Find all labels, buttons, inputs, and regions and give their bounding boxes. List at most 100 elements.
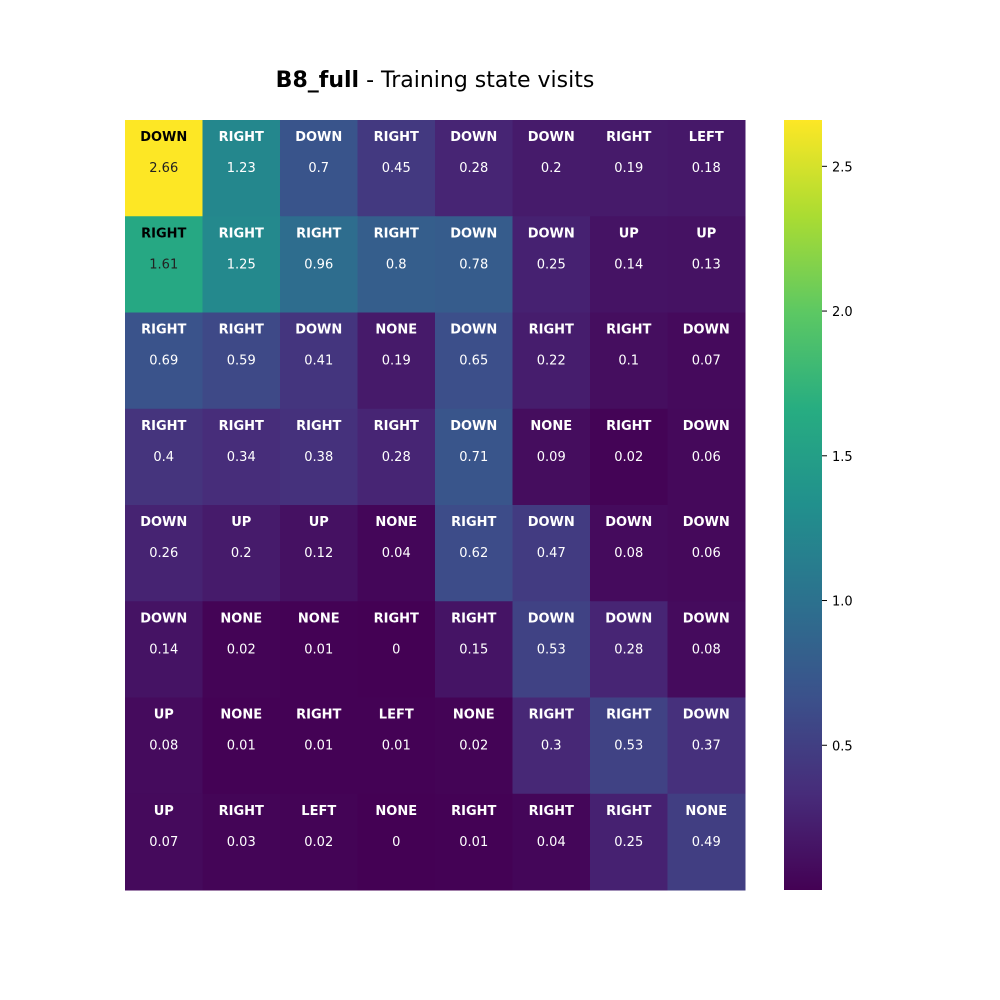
cell-action-label: DOWN: [295, 323, 342, 338]
cell-action-label: RIGHT: [529, 804, 574, 819]
cell-value-label: 0.02: [459, 739, 488, 754]
heatmap-cell: [667, 408, 746, 506]
cell-value-label: 1.25: [227, 257, 256, 272]
heatmap-cell: [435, 408, 513, 506]
colorbar-tick-label: 2.0: [832, 305, 853, 320]
heatmap-cell: [280, 216, 358, 313]
heatmap-cell: [125, 697, 203, 795]
cell-value-label: 0.4: [153, 450, 174, 465]
cell-action-label: DOWN: [140, 515, 187, 530]
cell-action-label: RIGHT: [374, 130, 419, 145]
heatmap-cell: [435, 312, 513, 410]
heatmap-cell: [590, 601, 668, 698]
cell-value-label: 0.34: [227, 450, 256, 465]
cell-value-label: 0.71: [459, 450, 488, 465]
heatmap-cell: [202, 697, 281, 795]
cell-action-label: LEFT: [689, 130, 724, 145]
heatmap-cell: [667, 120, 746, 217]
cell-action-label: DOWN: [683, 419, 730, 434]
cell-value-label: 0.02: [227, 642, 256, 657]
heatmap-cell: [667, 505, 746, 602]
cell-action-label: RIGHT: [219, 323, 264, 338]
cell-value-label: 0.59: [227, 354, 256, 369]
heatmap-cell: [202, 601, 281, 698]
cell-action-label: DOWN: [528, 515, 575, 530]
cell-action-label: RIGHT: [606, 419, 651, 434]
cell-action-label: RIGHT: [219, 130, 264, 145]
cell-action-label: UP: [231, 515, 251, 530]
cell-value-label: 0.53: [537, 642, 566, 657]
cell-action-label: RIGHT: [606, 323, 651, 338]
cell-action-label: DOWN: [528, 226, 575, 241]
heatmap-cell: [202, 505, 281, 602]
heatmap-cell: [512, 408, 591, 506]
cell-action-label: NONE: [375, 804, 417, 819]
cell-action-label: DOWN: [450, 419, 497, 434]
heatmap-cell: [357, 312, 436, 410]
heatmap-cell: [280, 601, 358, 698]
cell-value-label: 0.37: [692, 739, 721, 754]
heatmap-cell: [202, 408, 281, 506]
cell-value-label: 0.1: [618, 354, 639, 369]
chart-title-rest: - Training state visits: [359, 68, 595, 93]
cell-value-label: 0.07: [149, 835, 178, 850]
heatmap-cell: [202, 312, 281, 410]
heatmap-cell: [435, 505, 513, 602]
heatmap-cell: [590, 697, 668, 795]
cell-action-label: DOWN: [450, 130, 497, 145]
cell-value-label: 1.23: [227, 161, 256, 176]
heatmap-cell: [280, 793, 358, 891]
heatmap-cell: [590, 120, 668, 217]
cell-value-label: 0.41: [304, 354, 333, 369]
cell-value-label: 0.19: [614, 161, 643, 176]
heatmap-cell: [125, 312, 203, 410]
colorbar-tick-label: 2.5: [832, 160, 853, 175]
cell-action-label: UP: [154, 804, 174, 819]
heatmap-cells: DOWN 2.66 RIGHT 1.23 DOWN 0.7 RIGHT 0.45 DOWN 0.2…: [125, 120, 746, 891]
cell-value-label: 0.01: [304, 642, 333, 657]
cell-value-label: 0.2: [231, 546, 252, 561]
cell-value-label: 0.45: [382, 161, 411, 176]
heatmap-cell: [590, 793, 668, 891]
heatmap-cell: [590, 505, 668, 602]
cell-action-label: RIGHT: [451, 804, 496, 819]
cell-value-label: 0.69: [149, 354, 178, 369]
heatmap-cell: [590, 312, 668, 410]
cell-action-label: DOWN: [450, 323, 497, 338]
cell-value-label: 0.01: [304, 739, 333, 754]
cell-action-label: RIGHT: [296, 708, 341, 723]
heatmap-cell: [435, 120, 513, 217]
cell-value-label: 0.15: [459, 642, 488, 657]
cell-action-label: RIGHT: [141, 226, 186, 241]
cell-value-label: 0.08: [149, 739, 178, 754]
heatmap-cell: [357, 793, 436, 891]
cell-value-label: 0.04: [537, 835, 566, 850]
cell-value-label: 0.01: [459, 835, 488, 850]
cell-action-label: NONE: [530, 419, 572, 434]
heatmap-cell: [512, 120, 591, 217]
cell-action-label: DOWN: [140, 130, 187, 145]
cell-value-label: 0.19: [382, 354, 411, 369]
cell-value-label: 0.02: [614, 450, 643, 465]
cell-value-label: 0.18: [692, 161, 721, 176]
cell-value-label: 0.22: [537, 354, 566, 369]
heatmap-cell: [435, 697, 513, 795]
cell-action-label: RIGHT: [451, 515, 496, 530]
cell-action-label: RIGHT: [606, 804, 651, 819]
cell-value-label: 0.07: [692, 354, 721, 369]
colorbar-tick-label: 1.5: [832, 450, 853, 465]
cell-action-label: DOWN: [605, 515, 652, 530]
cell-value-label: 0.06: [692, 546, 721, 561]
cell-value-label: 0.78: [459, 257, 488, 272]
colorbar: 0.5 1.0 1.5 2.0 2.5: [784, 120, 853, 890]
cell-action-label: DOWN: [528, 611, 575, 626]
cell-action-label: DOWN: [528, 130, 575, 145]
cell-value-label: 0.26: [149, 546, 178, 561]
heatmap-cell: [125, 505, 203, 602]
heatmap-cell: [202, 793, 281, 891]
cell-value-label: 0.02: [304, 835, 333, 850]
cell-action-label: NONE: [375, 515, 417, 530]
cell-action-label: UP: [309, 515, 329, 530]
heatmap-cell: [357, 505, 436, 602]
